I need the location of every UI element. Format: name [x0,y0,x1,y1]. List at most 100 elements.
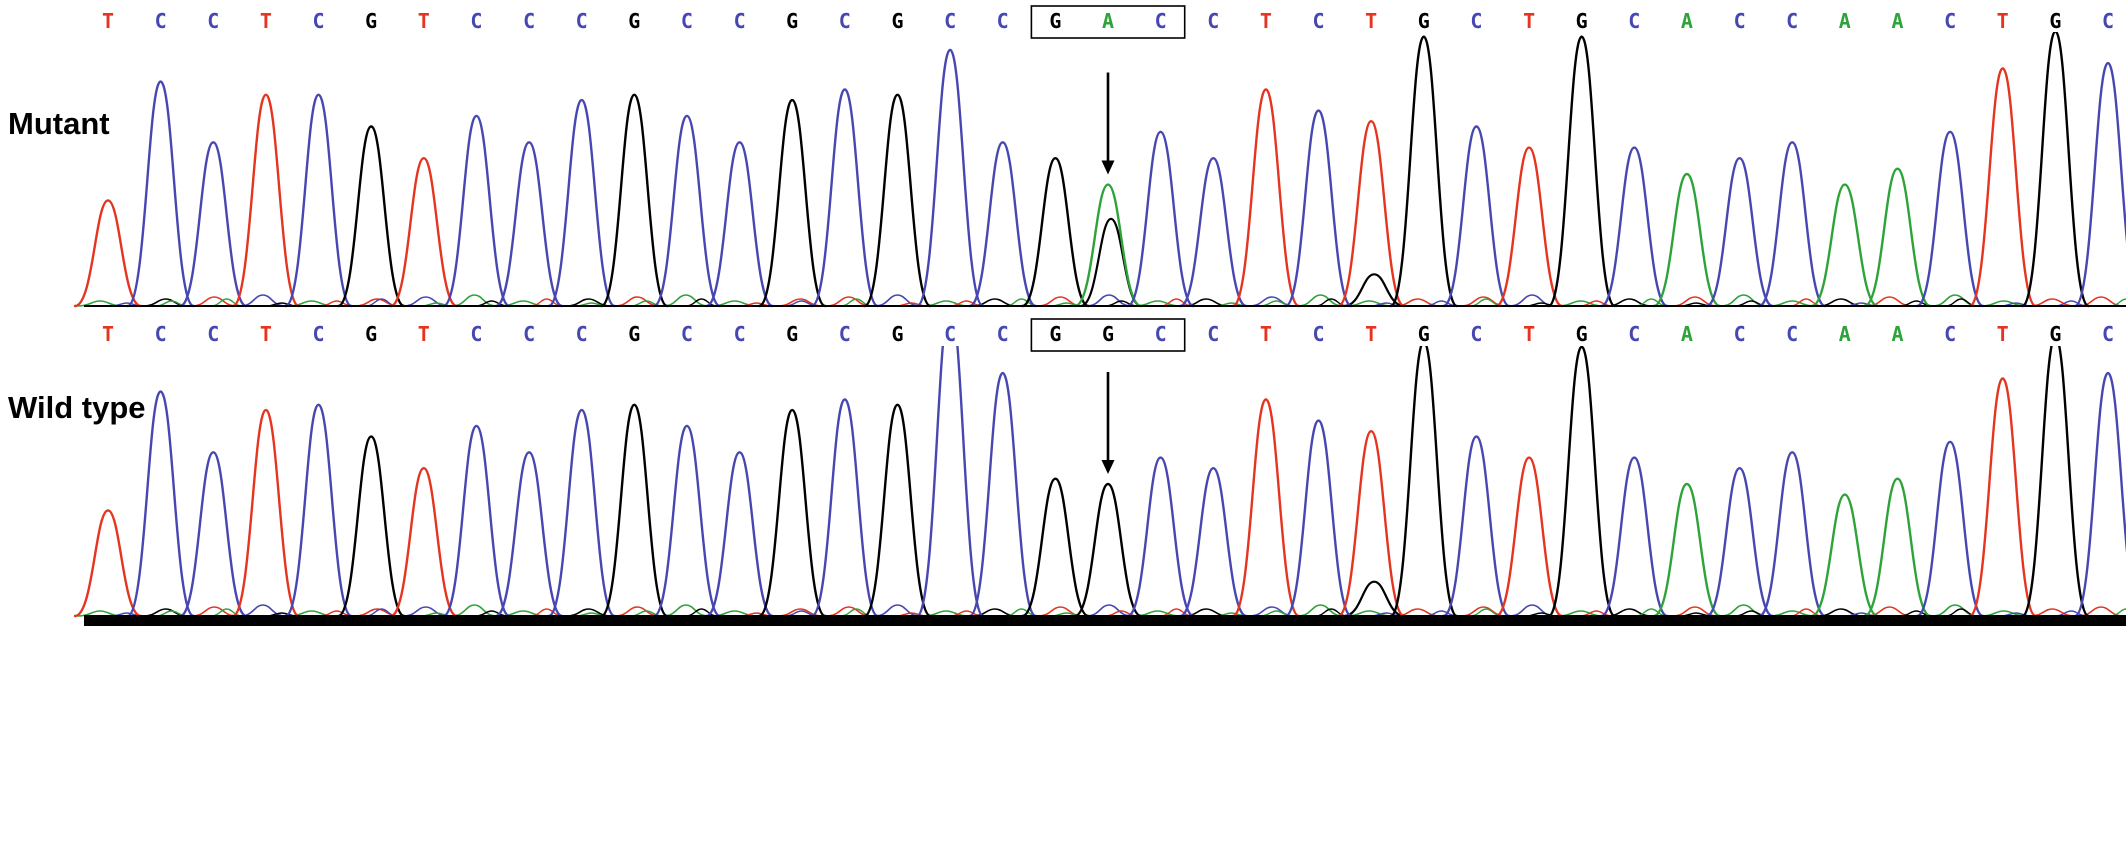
peak-C [1284,419,1353,618]
base-call-letter: A [1891,9,1903,33]
base-call-letter: C [1734,322,1746,346]
base-call-letter: G [1418,9,1430,33]
peak-G [1073,482,1143,618]
peak-C [1705,156,1774,308]
peak-A [1652,172,1722,308]
peak-C [915,346,985,618]
secondary-peak [1343,580,1406,618]
wild-type-panel-label: Wild type [8,390,146,425]
peak-C [1600,146,1669,308]
base-call-letter: G [365,322,377,346]
base-call-letter: G [365,9,377,33]
peak-G [863,93,932,308]
base-call-letter: A [1839,9,1851,33]
peak-T [1968,377,2037,618]
peak-C [1126,456,1195,618]
peak-C [442,114,511,308]
base-call-letter: C [576,9,588,33]
base-call-letter: C [2102,322,2114,346]
base-call-letter: C [1155,9,1167,33]
base-call-letter: G [628,9,640,33]
base-call-letter: T [1523,322,1535,346]
base-call-letter: C [997,9,1009,33]
peak-A [1863,477,1932,618]
base-call-letter: C [681,322,693,346]
peak-G [1547,346,1616,618]
peak-C [915,48,985,308]
base-call-letter: G [1102,322,1114,346]
peak-T [1231,88,1301,308]
peak-T [73,509,143,618]
peak-G [1021,477,1090,618]
base-call-letter: C [523,9,535,33]
base-call-letter: C [1944,9,1956,33]
peak-C [2073,371,2126,618]
peak-C [1442,125,1511,308]
base-call-letter: C [1155,322,1167,346]
peak-T [389,466,458,618]
base-call-letter: T [102,9,114,33]
base-call-letter: C [523,322,535,346]
base-call-letter: C [1628,9,1640,33]
peak-T [1494,146,1564,308]
base-call-letter: T [1523,9,1535,33]
base-call-letter: C [1207,9,1219,33]
peak-C [2073,61,2126,308]
base-call-letter: C [997,322,1009,346]
peak-C [494,141,564,308]
secondary-peak [1343,273,1406,308]
peak-C [810,398,879,618]
wild-type-trace-group [73,346,2126,618]
base-call-letter: T [260,9,272,33]
peak-T [231,408,301,618]
peak-T [231,93,301,308]
base-call-letter: C [1312,322,1324,346]
peak-T [1968,67,2037,308]
base-call-letter: C [576,322,588,346]
peak-C [652,424,722,618]
base-call-letter: C [681,9,693,33]
peak-C [652,114,722,308]
base-call-letter: C [839,322,851,346]
base-call-letter: A [1681,9,1693,33]
base-call-letter: G [1049,322,1061,346]
peak-C [179,451,248,618]
peak-C [1600,456,1669,618]
base-call-letter: G [1418,322,1430,346]
base-call-letter: T [102,322,114,346]
peak-C [1179,156,1248,308]
peak-G [1389,346,1458,618]
base-call-letter: A [1102,9,1114,33]
base-call-letter: G [786,9,798,33]
peak-C [494,451,564,618]
peak-C [1179,466,1248,618]
peak-C [1758,141,1827,308]
peak-C [547,408,616,618]
peak-A [1073,183,1143,308]
peak-T [389,156,458,308]
peak-C [1126,130,1195,308]
base-call-letter: C [944,322,956,346]
base-call-letter: G [1576,322,1588,346]
peak-C [179,141,248,308]
mutant-codon-highlight-box [1030,5,1186,39]
base-call-letter: C [1628,322,1640,346]
base-call-letter: T [1997,9,2009,33]
base-call-letter: G [1049,9,1061,33]
base-call-letter: C [1312,9,1324,33]
peak-G [600,403,669,618]
peak-A [1652,482,1722,618]
peak-C [126,390,195,618]
peak-C [284,93,353,308]
peak-T [1337,429,1406,618]
base-call-letter: C [1786,322,1798,346]
base-call-letter: C [1734,9,1746,33]
base-call-letter: G [628,322,640,346]
peak-C [968,371,1037,618]
peak-C [968,141,1037,308]
base-call-letter: T [1365,9,1377,33]
peak-C [547,98,616,308]
base-call-letter: C [155,9,167,33]
base-call-letter: G [891,322,903,346]
